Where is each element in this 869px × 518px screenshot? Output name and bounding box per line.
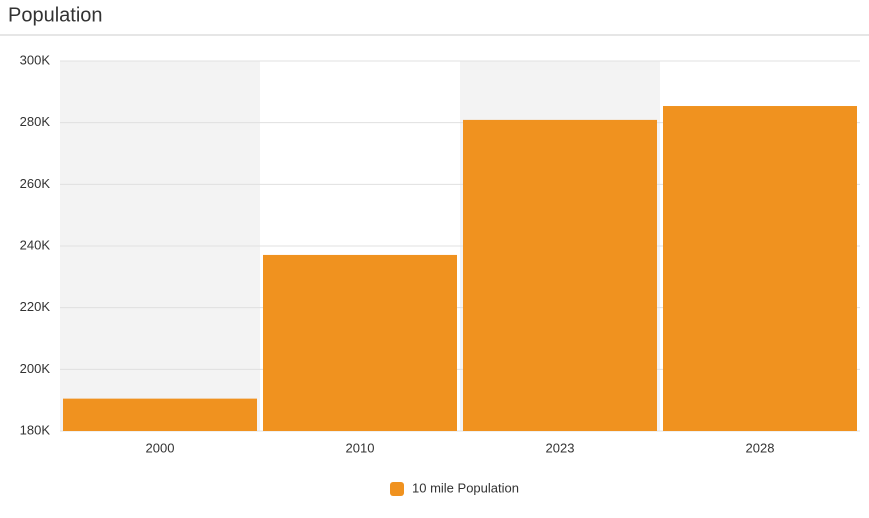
- bar: [263, 254, 457, 431]
- x-tick-label: 2023: [546, 440, 575, 455]
- y-tick-label: 220K: [20, 299, 51, 314]
- y-tick-label: 260K: [20, 176, 51, 191]
- y-tick-label: 300K: [20, 52, 51, 67]
- x-tick-label: 2000: [146, 440, 175, 455]
- x-tick-label: 2028: [746, 440, 775, 455]
- legend-swatch: [390, 482, 404, 496]
- y-tick-label: 240K: [20, 237, 51, 252]
- bar: [663, 106, 857, 432]
- y-tick-label: 180K: [20, 422, 51, 437]
- bar: [63, 398, 257, 431]
- bar: [463, 119, 657, 432]
- y-tick-label: 200K: [20, 361, 51, 376]
- legend-label: 10 mile Population: [412, 480, 519, 495]
- y-tick-label: 280K: [20, 114, 51, 129]
- chart-title: Population: [8, 4, 103, 26]
- x-tick-label: 2010: [346, 440, 375, 455]
